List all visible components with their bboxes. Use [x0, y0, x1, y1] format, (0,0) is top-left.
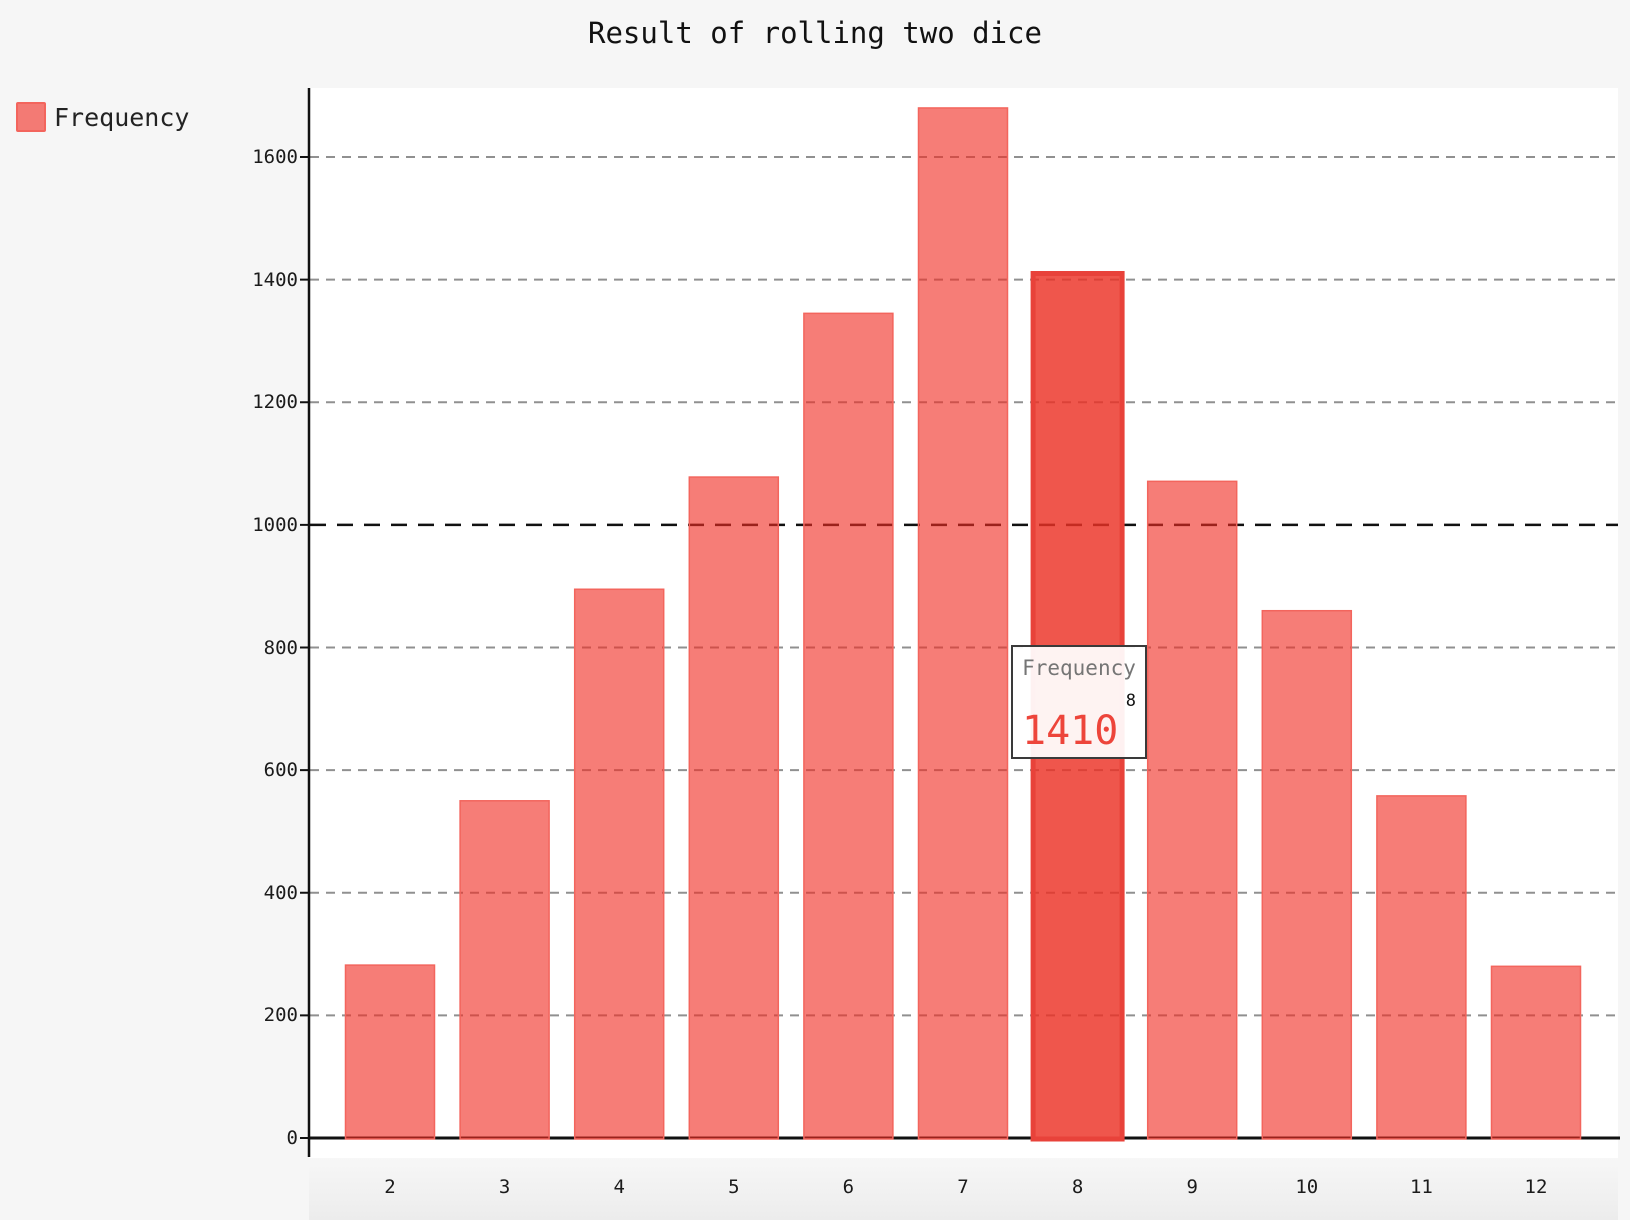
legend-label-frequency[interactable]: Frequency — [54, 102, 190, 132]
bar-10[interactable] — [1261, 609, 1353, 1140]
tooltip-x-label: 8 — [1125, 691, 1136, 711]
bar-11[interactable] — [1376, 795, 1467, 1140]
y-axis-label-200: 200 — [263, 1004, 298, 1027]
y-axis-label-1200: 1200 — [252, 391, 298, 414]
x-axis-label-5: 5 — [728, 1176, 740, 1198]
bar-7[interactable] — [917, 107, 1009, 1140]
x-axis-label-11: 11 — [1409, 1176, 1433, 1198]
x-axis-label-8: 8 — [1071, 1176, 1084, 1198]
bar-5[interactable] — [688, 476, 780, 1140]
y-axis-label-800: 800 — [263, 636, 298, 659]
y-axis-label-1000: 1000 — [252, 513, 298, 536]
x-axis-label-7: 7 — [957, 1176, 969, 1198]
x-axis-label-2: 2 — [384, 1176, 396, 1198]
chart-title: Result of rolling two dice — [588, 16, 1042, 50]
bar-12[interactable] — [1490, 965, 1582, 1140]
bar-9[interactable] — [1146, 480, 1238, 1140]
x-axis-label-6: 6 — [842, 1176, 855, 1198]
legend-swatch-frequency[interactable] — [16, 102, 46, 132]
legend[interactable]: Frequency — [16, 102, 189, 132]
x-axis-label-4: 4 — [613, 1176, 625, 1198]
y-axis-label-1600: 1600 — [252, 146, 298, 168]
x-axis-label-12: 12 — [1524, 1176, 1548, 1198]
x-axis-label-3: 3 — [498, 1176, 511, 1198]
tooltip-series-label: Frequency — [1022, 656, 1136, 680]
x-axis-label-10: 10 — [1295, 1176, 1319, 1198]
tooltip: Frequency 8 1410 — [1011, 645, 1147, 759]
x-axis-label-9: 9 — [1186, 1176, 1198, 1198]
y-axis-label-600: 600 — [263, 759, 298, 782]
bar-3[interactable] — [459, 800, 550, 1140]
y-axis-label-400: 400 — [263, 881, 298, 904]
tooltip-value: 1410 — [1022, 708, 1119, 754]
y-axis-label-1400: 1400 — [252, 268, 298, 291]
bar-2[interactable] — [344, 964, 436, 1140]
bar-4[interactable] — [573, 588, 665, 1140]
x-axis-label-band — [309, 1158, 1618, 1220]
bar-6[interactable] — [803, 312, 894, 1140]
y-axis-label-0: 0 — [286, 1127, 298, 1149]
